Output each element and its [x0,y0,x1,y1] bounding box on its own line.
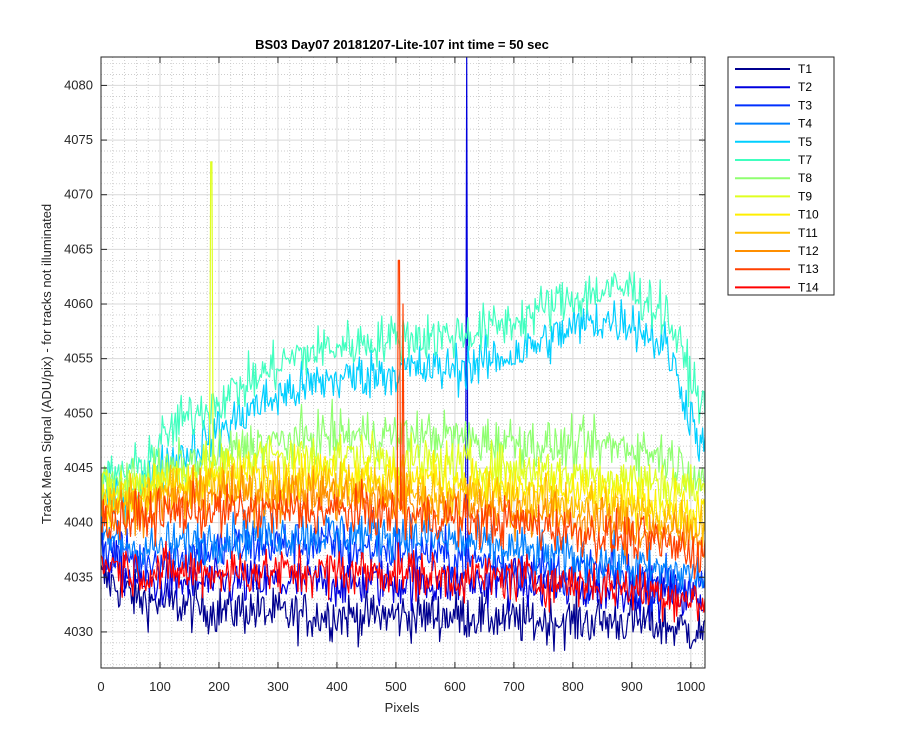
legend-label-t14: T14 [798,280,819,294]
y-tick-label: 4075 [64,132,93,147]
legend-label-t8: T8 [798,171,812,185]
x-tick-label: 900 [621,679,643,694]
legend-label-t12: T12 [798,244,819,258]
legend-label-t13: T13 [798,262,819,276]
series-line-t13 [101,259,705,580]
x-tick-label: 700 [503,679,525,694]
legend-label-t11: T11 [798,226,818,240]
x-tick-label: 200 [208,679,230,694]
series-line-t1 [101,564,705,652]
x-tick-label: 100 [149,679,171,694]
series-line-t4 [101,507,705,594]
x-tick-label: 500 [385,679,407,694]
legend-label-t9: T9 [798,189,812,203]
series-layer [101,57,705,652]
x-tick-label: 1000 [676,679,705,694]
x-tick-label: 800 [562,679,584,694]
legend-label-t2: T2 [798,80,812,94]
y-tick-label: 4065 [64,241,93,256]
y-tick-label: 4040 [64,515,93,530]
y-tick-label: 4080 [64,77,93,92]
y-tick-label: 4060 [64,296,93,311]
y-axis-label: Track Mean Signal (ADU/pix) - for tracks… [39,204,54,524]
y-tick-label: 4035 [64,569,93,584]
x-tick-label: 0 [97,679,104,694]
legend-label-t10: T10 [798,208,819,222]
x-tick-label: 400 [326,679,348,694]
legend-label-t5: T5 [798,135,812,149]
chart-title: BS03 Day07 20181207-Lite-107 int time = … [255,37,549,52]
legend-label-t4: T4 [798,117,812,131]
x-tick-label: 600 [444,679,466,694]
x-tick-label: 300 [267,679,289,694]
legend-box [727,56,835,296]
legend-label-t3: T3 [798,98,812,112]
legend-label-t7: T7 [798,153,812,167]
series-line-t14 [101,540,705,623]
y-tick-label: 4030 [64,624,93,639]
legend: T1 T2 T3 T4 T5 T7 T8 T9 T10 T11 T12 T13 T14 [727,56,835,296]
y-tick-label: 4055 [64,351,93,366]
y-tick-label: 4050 [64,405,93,420]
x-axis-label: Pixels [385,700,420,715]
series-line-t12 [101,464,705,558]
y-axis: 4030 4035 4040 4045 4050 4055 4060 4065 4070 4075… [64,77,705,639]
legend-label-t1: T1 [798,62,812,76]
y-tick-label: 4070 [64,187,93,202]
y-tick-label: 4045 [64,460,93,475]
plot-frame [100,56,706,669]
x-axis: 0 100 200 300 400 500 600 700 800 900 1000 [97,57,705,694]
